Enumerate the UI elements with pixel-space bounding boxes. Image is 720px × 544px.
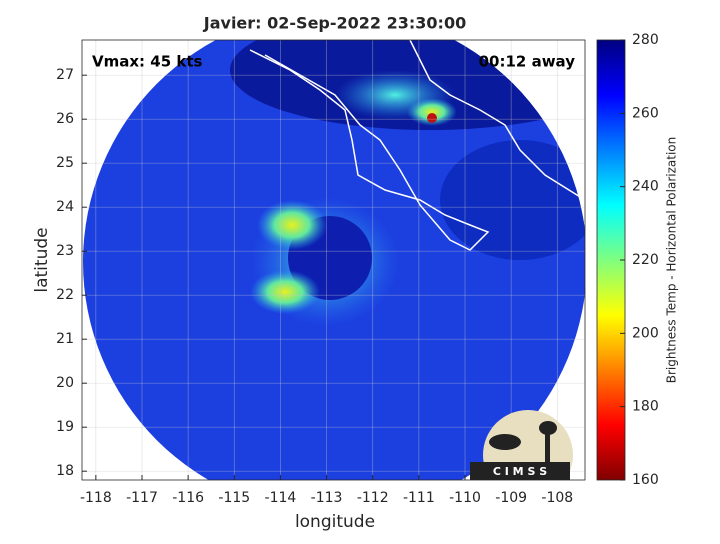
cimss-logo: C I M S S [470,410,573,480]
y-tick-label: 26 [56,111,74,127]
x-tick-label: -111 [403,490,435,506]
x-tick-label: -116 [172,490,204,506]
chart-title: Javier: 02-Sep-2022 23:30:00 [203,14,466,33]
colorbar-tick-label: 260 [632,105,659,121]
x-tick-label: -109 [495,490,527,506]
x-tick-label: -115 [218,490,250,506]
y-tick-label: 21 [56,331,74,347]
y-tick-label: 25 [56,155,74,171]
y-tick-label: 22 [56,287,74,303]
y-tick-label: 27 [56,67,74,83]
colorbar-tick-label: 240 [632,179,659,195]
colorbar-tick-label: 180 [632,399,659,415]
x-tick-label: -113 [311,490,343,506]
y-tick-label: 20 [56,375,74,391]
x-axis-label: longitude [295,512,375,532]
plot-frame [81,39,586,481]
x-tick-label: -112 [357,490,389,506]
colorbar-tick-label: 160 [632,472,659,488]
y-tick-label: 19 [56,419,74,435]
y-tick-label: 23 [56,243,74,259]
x-tick-label: -118 [80,490,112,506]
grid [82,40,585,480]
satellite-image [83,40,585,480]
logo-text: C I M S S [493,465,547,478]
x-tick-label: -108 [541,490,573,506]
y-tick-label: 24 [56,199,74,215]
annotation: 00:12 away [479,53,576,71]
y-tick-label: 18 [56,463,74,479]
y-axis-label: latitude [32,227,52,292]
x-tick-label: -110 [449,490,481,506]
colorbar-label: Brightness Temp - Horizontal Polarizatio… [665,137,679,384]
x-tick-label: -117 [126,490,158,506]
colorbar-tick-label: 200 [632,325,659,341]
colorbar-tick-label: 280 [632,32,659,48]
x-tick-label: -114 [265,490,297,506]
annotation: Vmax: 45 kts [92,53,202,71]
colorbar-tick-label: 220 [632,252,659,268]
